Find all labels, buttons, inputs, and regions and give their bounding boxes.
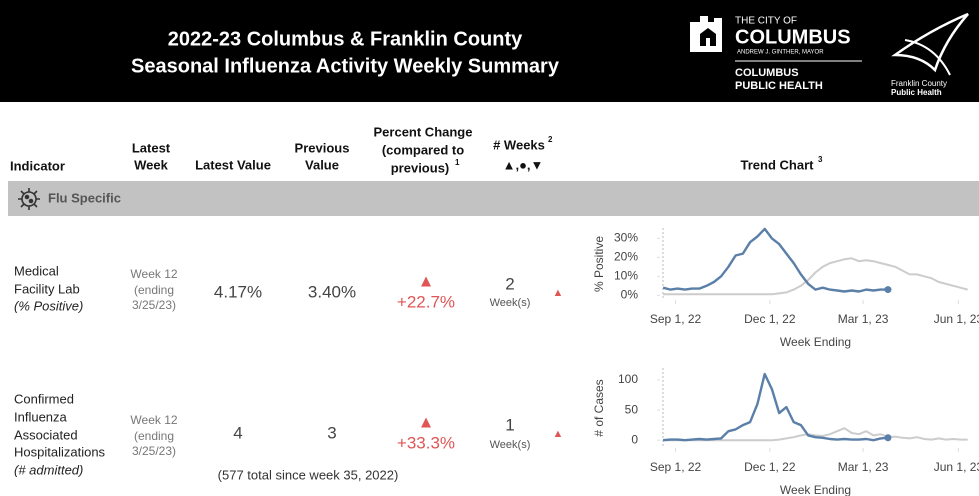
change-arrow: ▲ [418, 412, 435, 431]
section-band [8, 181, 979, 216]
y-tick-label: 0% [621, 287, 639, 301]
y-tick-label: 10% [614, 268, 638, 282]
x-axis-label: Week Ending [780, 335, 851, 349]
title: 2022-23 Columbus & Franklin County [168, 28, 523, 50]
latest-week: Week 12 [130, 413, 177, 427]
y-tick-label: 20% [614, 250, 638, 264]
logo-text: COLUMBUS [735, 26, 851, 48]
logo-text: Public Health [891, 88, 942, 97]
indicator-unit: (% Positive) [14, 298, 83, 313]
change-arrow: ▲ [418, 271, 435, 290]
logo-text: ANDREW J. GINTHER, MAYOR [737, 50, 824, 56]
column-header: Percent Change [374, 124, 473, 139]
indicator: Medical [14, 263, 59, 278]
logo-text: Franklin County [891, 79, 947, 88]
trend-arrow: ▲ [553, 287, 564, 299]
header-bar [0, 0, 979, 102]
section-label: Flu Specific [48, 190, 121, 205]
column-header: ▲,●,▼ [503, 157, 544, 172]
latest-week: (ending [134, 283, 174, 297]
x-tick-label: Dec 1, 22 [744, 312, 796, 326]
column-header: Value [305, 157, 339, 172]
logo-text: PUBLIC HEALTH [735, 80, 823, 92]
column-header: # Weeks [493, 137, 545, 152]
indicator: Facility Lab [14, 281, 80, 296]
logo-text: THE CITY OF [735, 16, 797, 27]
y-tick-label: 50 [625, 402, 639, 416]
x-tick-label: Sep 1, 22 [650, 312, 702, 326]
previous-value: 3 [327, 423, 336, 442]
column-header: Indicator [10, 158, 65, 173]
footnote-mark: 1 [455, 158, 460, 167]
column-header: Latest [132, 140, 171, 155]
latest-value: 4 [233, 423, 242, 442]
column-header: Latest Value [195, 157, 271, 172]
indicator: Associated [14, 427, 78, 442]
y-tick-label: 100 [618, 372, 638, 386]
x-tick-label: Sep 1, 22 [650, 460, 702, 474]
latest-value: 4.17% [214, 282, 262, 301]
trend-line [662, 227, 888, 293]
y-axis-label: # of Cases [592, 379, 606, 436]
y-axis-label: % Positive [592, 236, 606, 292]
y-tick-label: 0 [631, 432, 638, 446]
x-tick-label: Jun 1, 23 [934, 460, 979, 474]
weeks-unit: Week(s) [490, 439, 531, 451]
column-header: Trend Chart [741, 157, 815, 172]
title: Seasonal Influenza Activity Weekly Summa… [131, 55, 560, 77]
county-logo: Franklin County Public Health [891, 12, 969, 97]
column-header: Week [134, 157, 168, 172]
x-tick-label: Dec 1, 22 [744, 460, 796, 474]
percent-change: +22.7% [397, 292, 455, 311]
column-header: (compared to [382, 142, 464, 157]
latest-week: (ending [134, 429, 174, 443]
previous-value: 3.40% [308, 282, 356, 301]
latest-week: 3/25/23) [132, 298, 176, 312]
indicator: Confirmed [14, 391, 74, 406]
weeks-count: 1 [505, 415, 514, 434]
y-tick-label: 30% [614, 231, 638, 245]
trend-line [663, 372, 889, 442]
latest-week: 3/25/23) [132, 444, 176, 458]
column-header: Previous [295, 140, 350, 155]
row-note: (577 total since week 35, 2022) [218, 467, 399, 482]
logo-text: COLUMBUS [735, 67, 799, 79]
x-tick-label: Jun 1, 23 [934, 312, 979, 326]
latest-point [884, 286, 892, 294]
trend-line [663, 257, 968, 296]
x-tick-label: Mar 1, 23 [838, 460, 889, 474]
footnote-mark: 2 [548, 135, 553, 144]
x-axis-label: Week Ending [780, 483, 851, 496]
trend-arrow: ▲ [553, 428, 564, 440]
virus-icon [18, 188, 40, 210]
city-logo: THE CITY OF COLUMBUS ANDREW J. GINTHER, … [690, 16, 862, 92]
x-tick-label: Mar 1, 23 [838, 312, 889, 326]
weeks-unit: Week(s) [490, 297, 531, 309]
indicator-unit: (# admitted) [14, 462, 83, 477]
weeks-count: 2 [505, 274, 514, 293]
footnote-mark: 3 [818, 155, 823, 164]
column-header: previous) [391, 160, 450, 175]
indicator: Influenza [14, 409, 68, 424]
latest-point [884, 434, 892, 442]
indicator: Hospitalizations [14, 444, 106, 459]
latest-week: Week 12 [130, 267, 177, 281]
percent-change: +33.3% [397, 433, 455, 452]
